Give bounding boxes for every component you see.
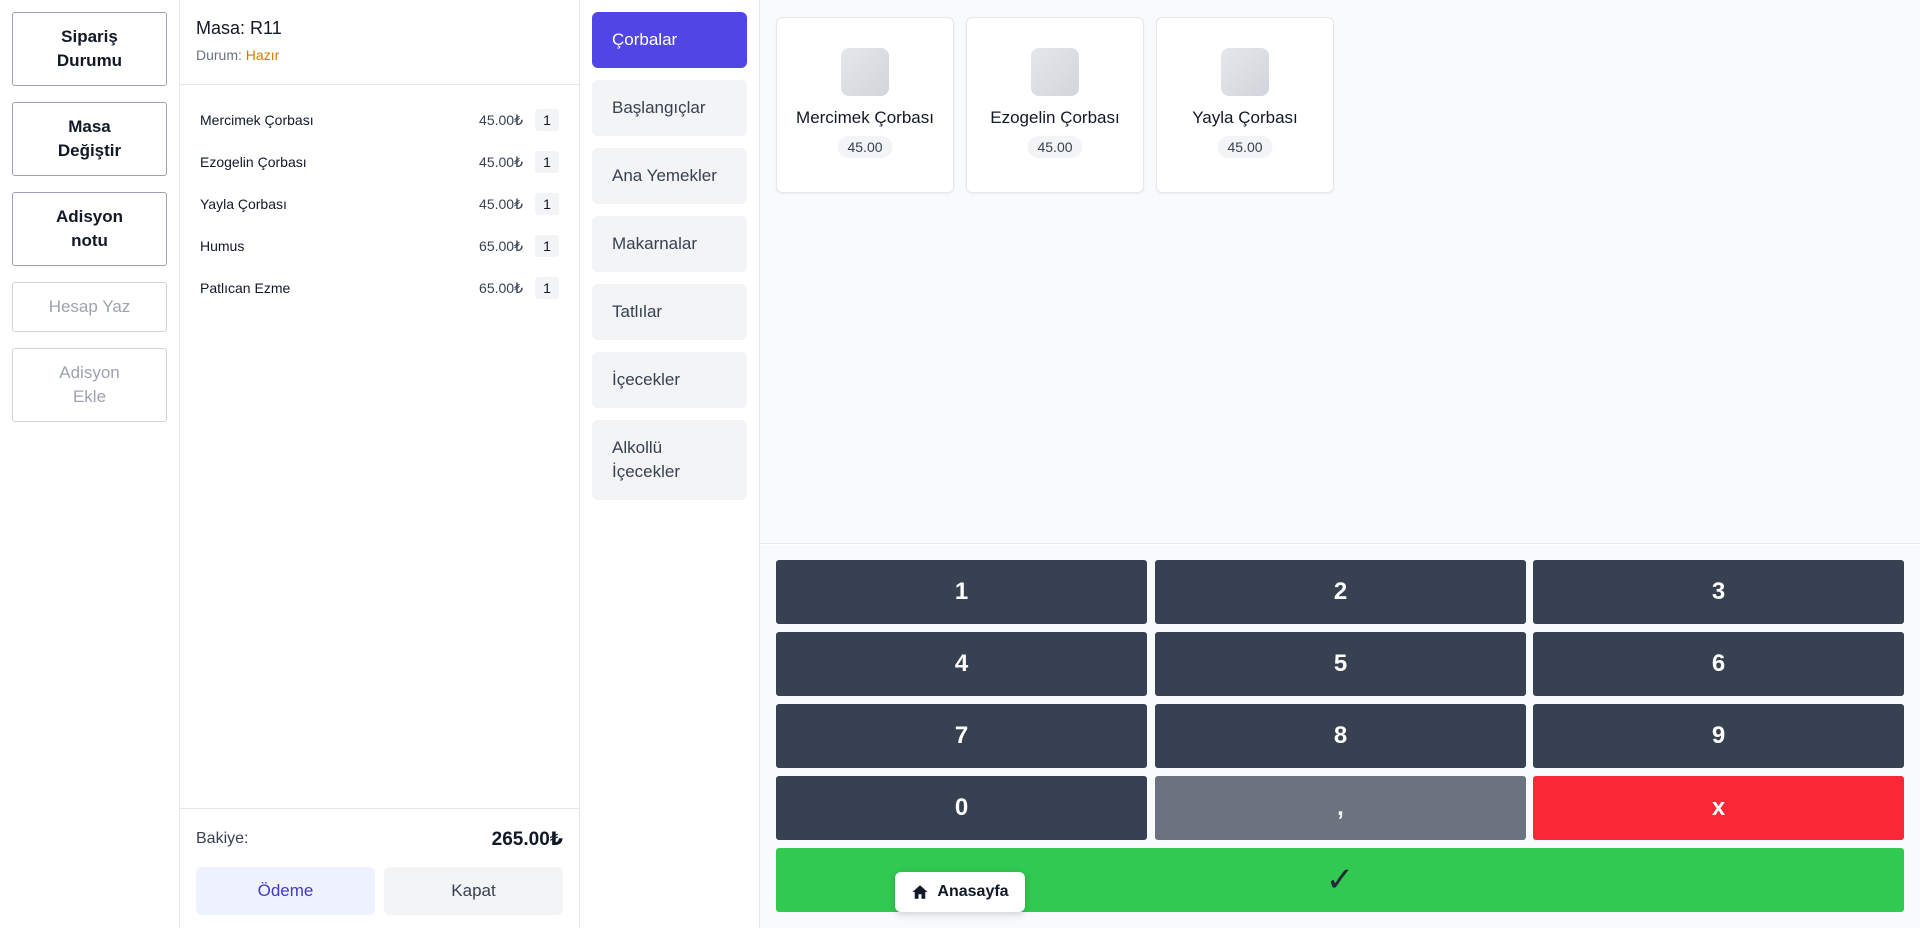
order-item-name: Yayla Çorbası bbox=[200, 196, 287, 212]
category-soups[interactable]: Çorbalar bbox=[592, 12, 747, 68]
status-line: Durum: Hazır bbox=[196, 47, 563, 63]
order-status-button[interactable]: Sipariş Durumu bbox=[12, 12, 167, 86]
key-4[interactable]: 4 bbox=[776, 632, 1147, 696]
category-drinks[interactable]: İçecekler bbox=[592, 352, 747, 408]
order-item-name: Mercimek Çorbası bbox=[200, 112, 314, 128]
write-bill-button[interactable]: Hesap Yaz bbox=[12, 282, 167, 332]
order-item-price: 45.00₺ bbox=[479, 111, 523, 128]
category-list: Çorbalar Başlangıçlar Ana Yemekler Makar… bbox=[580, 0, 760, 928]
order-header: Masa: R11 Durum: Hazır bbox=[180, 0, 579, 85]
order-item-qty[interactable]: 1 bbox=[535, 151, 559, 173]
order-item-qty[interactable]: 1 bbox=[535, 277, 559, 299]
close-button[interactable]: Kapat bbox=[384, 867, 563, 915]
home-icon bbox=[911, 883, 929, 901]
order-footer: Bakiye: 265.00₺ Ödeme Kapat bbox=[180, 808, 579, 928]
product-name: Mercimek Çorbası bbox=[796, 108, 934, 127]
status-badge: Hazır bbox=[245, 47, 280, 63]
order-item-name: Patlıcan Ezme bbox=[200, 280, 291, 296]
bill-note-button[interactable]: Adisyon notu bbox=[12, 192, 167, 266]
product-name: Ezogelin Çorbası bbox=[990, 108, 1120, 127]
order-item-name: Ezogelin Çorbası bbox=[200, 154, 307, 170]
table-title: Masa: R11 bbox=[196, 18, 282, 38]
category-desserts[interactable]: Tatlılar bbox=[592, 284, 747, 340]
payment-button[interactable]: Ödeme bbox=[196, 867, 375, 915]
category-pastas[interactable]: Makarnalar bbox=[592, 216, 747, 272]
key-0[interactable]: 0 bbox=[776, 776, 1147, 840]
key-8[interactable]: 8 bbox=[1155, 704, 1526, 768]
order-item[interactable]: Patlıcan Ezme 65.00₺ 1 bbox=[180, 267, 579, 309]
order-item-price: 65.00₺ bbox=[479, 279, 523, 296]
key-3[interactable]: 3 bbox=[1533, 560, 1904, 624]
product-name: Yayla Çorbası bbox=[1192, 108, 1298, 127]
order-item[interactable]: Ezogelin Çorbası 45.00₺ 1 bbox=[180, 141, 579, 183]
balance-label: Bakiye: bbox=[196, 830, 249, 847]
product-grid: Mercimek Çorbası 45.00 Ezogelin Çorbası … bbox=[760, 0, 1920, 544]
key-6[interactable]: 6 bbox=[1533, 632, 1904, 696]
order-item[interactable]: Mercimek Çorbası 45.00₺ 1 bbox=[180, 99, 579, 141]
balance-row: Bakiye: 265.00₺ bbox=[196, 828, 563, 850]
action-sidebar: Sipariş Durumu Masa Değiştir Adisyon not… bbox=[0, 0, 180, 928]
order-item-qty[interactable]: 1 bbox=[535, 109, 559, 131]
key-1[interactable]: 1 bbox=[776, 560, 1147, 624]
home-label: Anasayfa bbox=[937, 883, 1009, 900]
key-9[interactable]: 9 bbox=[1533, 704, 1904, 768]
category-starters[interactable]: Başlangıçlar bbox=[592, 80, 747, 136]
order-item-name: Humus bbox=[200, 238, 245, 254]
product-price: 45.00 bbox=[1027, 136, 1083, 158]
product-image bbox=[1221, 48, 1269, 96]
status-label: Durum: bbox=[196, 47, 242, 63]
product-image bbox=[1031, 48, 1079, 96]
key-2[interactable]: 2 bbox=[1155, 560, 1526, 624]
product-price: 45.00 bbox=[1217, 136, 1273, 158]
category-main-dishes[interactable]: Ana Yemekler bbox=[592, 148, 747, 204]
order-item-price: 65.00₺ bbox=[479, 237, 523, 254]
key-comma[interactable]: , bbox=[1155, 776, 1526, 840]
numpad: 1 2 3 4 5 6 7 8 9 0 , x ✓ bbox=[760, 545, 1920, 928]
order-item[interactable]: Yayla Çorbası 45.00₺ 1 bbox=[180, 183, 579, 225]
product-price: 45.00 bbox=[837, 136, 893, 158]
change-table-button[interactable]: Masa Değiştir bbox=[12, 102, 167, 176]
order-item-list: Mercimek Çorbası 45.00₺ 1 Ezogelin Çorba… bbox=[180, 85, 579, 309]
order-item[interactable]: Humus 65.00₺ 1 bbox=[180, 225, 579, 267]
key-delete[interactable]: x bbox=[1533, 776, 1904, 840]
product-card[interactable]: Yayla Çorbası 45.00 bbox=[1156, 17, 1334, 193]
order-panel: Masa: R11 Durum: Hazır Mercimek Çorbası … bbox=[180, 0, 580, 928]
order-item-price: 45.00₺ bbox=[479, 195, 523, 212]
order-item-price: 45.00₺ bbox=[479, 153, 523, 170]
footer-buttons: Ödeme Kapat bbox=[196, 867, 563, 915]
home-button[interactable]: Anasayfa bbox=[895, 872, 1025, 912]
product-card[interactable]: Mercimek Çorbası 45.00 bbox=[776, 17, 954, 193]
key-5[interactable]: 5 bbox=[1155, 632, 1526, 696]
order-item-qty[interactable]: 1 bbox=[535, 193, 559, 215]
product-card[interactable]: Ezogelin Çorbası 45.00 bbox=[966, 17, 1144, 193]
category-alcoholic-drinks[interactable]: Alkollü İçecekler bbox=[592, 420, 747, 500]
order-item-qty[interactable]: 1 bbox=[535, 235, 559, 257]
add-bill-button[interactable]: Adisyon Ekle bbox=[12, 348, 167, 422]
product-image bbox=[841, 48, 889, 96]
balance-value: 265.00₺ bbox=[491, 828, 563, 850]
key-7[interactable]: 7 bbox=[776, 704, 1147, 768]
